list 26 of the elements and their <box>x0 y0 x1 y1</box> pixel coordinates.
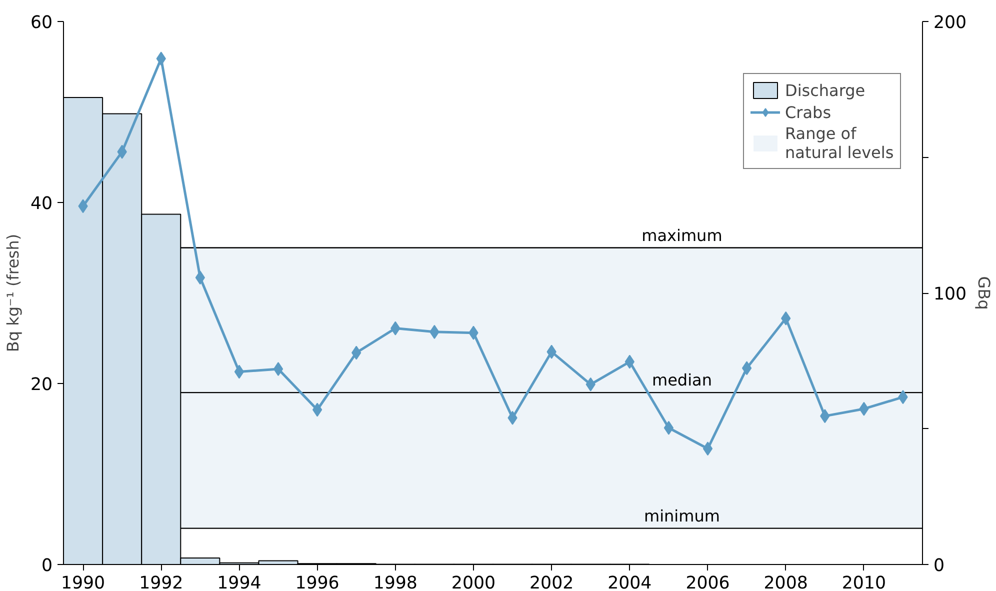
y-tick-label: 40 <box>30 194 53 214</box>
y2-tick-label: 200 <box>934 13 967 33</box>
legend-label: Discharge <box>785 80 866 100</box>
x-tick-label: 2004 <box>608 574 652 591</box>
x-tick-label: 2002 <box>530 574 574 591</box>
x-tick-label: 1990 <box>60 574 106 591</box>
x-tick-label: 1994 <box>217 574 262 591</box>
legend-label: Crabs <box>785 102 832 122</box>
x-tick-label: 2008 <box>764 574 808 591</box>
y-tick-label: 20 <box>30 375 53 395</box>
ref-line-label: maximum <box>642 226 722 245</box>
legend-label: Range of natural levels <box>785 124 894 162</box>
x-tick-label: 2006 <box>686 574 730 591</box>
ref-line-label: minimum <box>644 506 720 526</box>
x-tick-label: 2010 <box>842 574 886 591</box>
y-tick-label: 60 <box>30 13 53 33</box>
y-axis-title: Bq kg⁻¹ (fresh) <box>3 234 22 352</box>
y2-axis-title: GBq <box>974 276 994 310</box>
x-tick-label: 1992 <box>139 574 184 591</box>
y2-tick-label: 0 <box>934 556 945 576</box>
ref-line-label: median <box>652 370 712 390</box>
x-tick-label: 1996 <box>295 574 340 591</box>
y2-tick-label: 100 <box>934 284 967 304</box>
y-tick-label: 0 <box>41 556 53 576</box>
x-tick-label: 1998 <box>373 574 418 591</box>
x-tick-label: 2000 <box>451 574 496 591</box>
